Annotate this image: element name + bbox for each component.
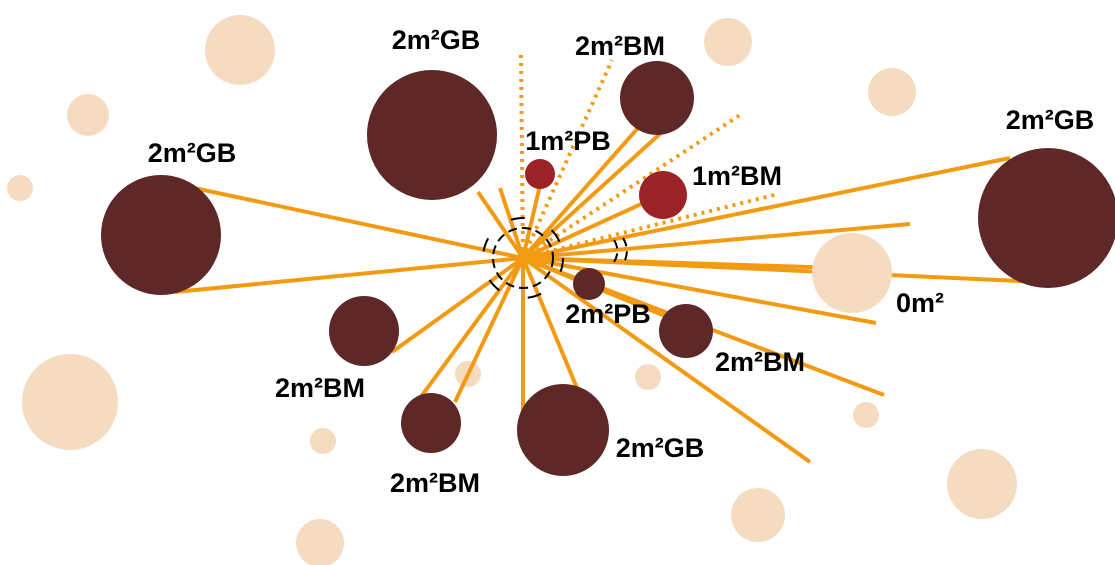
labels: 2m²GB 2m²BM 1m²PB 1m²BM 2m²GB 0m² 2m²BM … [148,25,1095,498]
bubble [704,18,752,66]
ray [522,222,911,260]
arc [492,227,554,289]
node [978,148,1115,288]
node-label: 2m²BM [715,347,805,377]
dotted-ray [521,59,614,259]
signal-arcs [482,217,628,299]
node [367,70,497,200]
bubble [947,449,1017,519]
bubble [205,15,275,85]
bubble [67,94,109,136]
node [517,384,609,476]
bubble [731,488,785,542]
node-label: 2m²GB [616,433,705,463]
bubble [310,428,336,454]
nodes [101,61,1115,476]
ray [521,184,542,259]
ray [453,257,525,403]
node [620,61,694,135]
node [639,171,687,219]
node [329,296,399,366]
node [525,159,555,189]
node-label: 2m²PB [565,299,651,329]
background-bubbles [7,15,1017,565]
bubble [7,175,33,201]
ray [522,256,841,270]
ray [418,256,525,400]
bubble [22,354,118,450]
ray [179,183,524,260]
node-label: 1m²BM [692,161,782,191]
node [659,304,713,358]
node-label: 2m²GB [148,138,237,168]
ray [522,256,877,325]
arc [613,239,619,263]
ray [498,187,525,259]
ray [522,156,1011,260]
ray [521,126,640,260]
node [812,233,892,313]
node-label: 2m²BM [390,468,480,498]
arc [622,237,628,265]
ray [174,256,524,294]
node [101,175,221,295]
ray [521,256,812,464]
arc [482,217,564,299]
bubble [853,402,879,428]
bubble [296,519,344,565]
node-label: 0m² [896,288,944,318]
ray [476,190,525,260]
dotted-ray [519,54,525,259]
rays [174,54,1041,464]
node-label: 2m²BM [575,31,665,61]
ray [521,130,664,260]
node-label: 2m²GB [1006,105,1095,135]
ray [390,256,525,354]
node [573,268,605,300]
node-label: 1m²PB [525,126,611,156]
node [401,393,461,453]
dotted-ray [521,113,742,260]
ray [521,257,579,389]
bubble [868,68,916,116]
node-label: 2m²BM [275,373,365,403]
bubble [635,364,661,390]
node-label: 2m²GB [392,25,481,55]
ray [522,198,651,260]
